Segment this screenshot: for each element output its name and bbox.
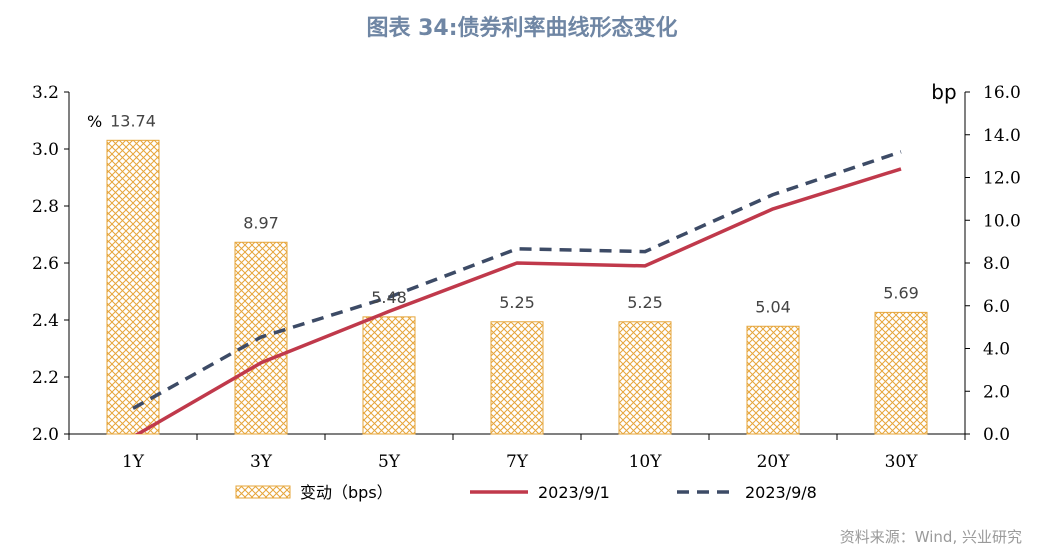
x-axis-tick-label: 7Y (506, 452, 529, 472)
bar-7Y (490, 321, 544, 435)
chart-title: 图表 34:债券利率曲线形态变化 (366, 16, 678, 41)
right-axis-tick-label: 16.0 (983, 83, 1021, 103)
bar-10Y (618, 321, 672, 435)
x-axis-tick-label: 10Y (629, 452, 663, 472)
right-axis-tick-label: 6.0 (983, 297, 1010, 317)
legend-label-bars: 变动（bps） (300, 483, 393, 502)
bar-20Y (746, 325, 800, 435)
x-axis-tick-label: 3Y (250, 452, 273, 472)
legend-swatch-bars (235, 485, 291, 499)
axes: 2.0 2.2 2.4 2.6 2.8 3.0 3.2 0.0 2.0 4.0 6.0 8.0 10.0… (32, 80, 1021, 472)
right-axis-unit: bp (931, 80, 956, 104)
bar-5Y (362, 316, 416, 435)
line-series-1 (132, 150, 902, 410)
left-axis-tick-label: 2.2 (32, 368, 59, 388)
data-labels: 13.74 8.97 5.48 5.25 5.25 5.04 5.69 (110, 111, 919, 316)
right-axis-tick-label: 0.0 (983, 425, 1010, 445)
right-axis-tick-label: 12.0 (983, 169, 1021, 189)
right-axis-tick-label: 14.0 (983, 126, 1021, 146)
x-axis-tick-label: 20Y (757, 452, 791, 472)
left-axis-tick-label: 2.6 (32, 254, 59, 274)
x-axis-tick-label: 5Y (378, 452, 401, 472)
x-axis-tick-label: 1Y (122, 452, 145, 472)
right-axis-tick-label: 2.0 (983, 382, 1010, 402)
bar-data-label: 8.97 (243, 213, 279, 232)
line-series-0 (134, 167, 902, 434)
left-axis-tick-label: 2.0 (32, 425, 59, 445)
left-axis-tick-label: 2.4 (32, 311, 59, 331)
bar-1Y (106, 139, 160, 435)
bar-data-label: 5.48 (371, 288, 407, 307)
bar-data-label: 5.25 (499, 293, 535, 312)
bar-data-label: 5.04 (755, 297, 791, 316)
bar-data-label: 5.69 (883, 283, 919, 302)
legend-label-series-0: 2023/9/1 (538, 483, 610, 502)
left-axis-tick-label: 2.8 (32, 197, 59, 217)
left-axis-tick-label: 3.2 (32, 83, 59, 103)
left-axis-tick-label: 3.0 (32, 140, 59, 160)
right-axis-tick-label: 8.0 (983, 254, 1010, 274)
line-series (132, 150, 902, 434)
legend: 变动（bps） 2023/9/1 2023/9/8 (235, 483, 817, 502)
right-axis-tick-label: 10.0 (983, 211, 1021, 231)
source-note: 资料来源：Wind, 兴业研究 (839, 528, 1022, 546)
bar-series (106, 139, 928, 435)
legend-label-series-1: 2023/9/8 (745, 483, 817, 502)
x-axis-tick-label: 30Y (885, 452, 919, 472)
bar-data-label: 13.74 (110, 111, 156, 130)
bar-30Y (874, 311, 928, 435)
right-axis-tick-label: 4.0 (983, 340, 1010, 360)
bar-data-label: 5.25 (627, 293, 663, 312)
left-axis-unit: % (87, 112, 102, 131)
